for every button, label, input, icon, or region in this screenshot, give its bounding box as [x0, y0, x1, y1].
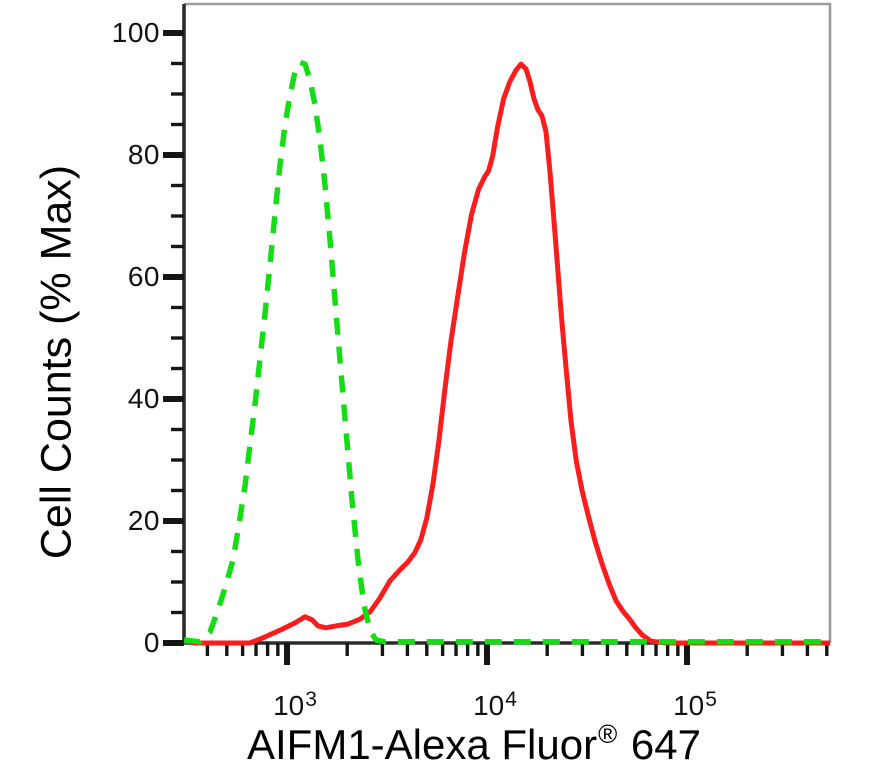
axis-lines	[182, 4, 830, 645]
plot-border-top-right	[184, 2, 832, 643]
y-tick-label-0: 0	[143, 627, 160, 658]
y-tick-label-80: 80	[127, 139, 160, 170]
x-tick-label-10e4: 104	[473, 688, 517, 721]
x-axis-title-text: AIFM1-Alexa Fluor	[246, 721, 598, 768]
x-axis-title: AIFM1-Alexa Fluor® 647	[247, 719, 701, 769]
y-tick-label-100: 100	[111, 17, 160, 48]
x-tick-label-10e3: 103	[273, 688, 317, 721]
x-axis-title-suffix: 647	[619, 721, 702, 768]
registered-trademark-symbol: ®	[598, 719, 618, 749]
y-tick-label-40: 40	[127, 383, 160, 414]
curve-red-solid-stained	[183, 61, 831, 646]
y-tick-label-20: 20	[127, 505, 160, 536]
x-tick-label-10e5: 105	[673, 688, 717, 721]
y-tick-label-60: 60	[127, 261, 160, 292]
y-axis-title: Cell Counts (% Max)	[32, 164, 81, 560]
curve-green-dashed-control	[183, 59, 831, 645]
